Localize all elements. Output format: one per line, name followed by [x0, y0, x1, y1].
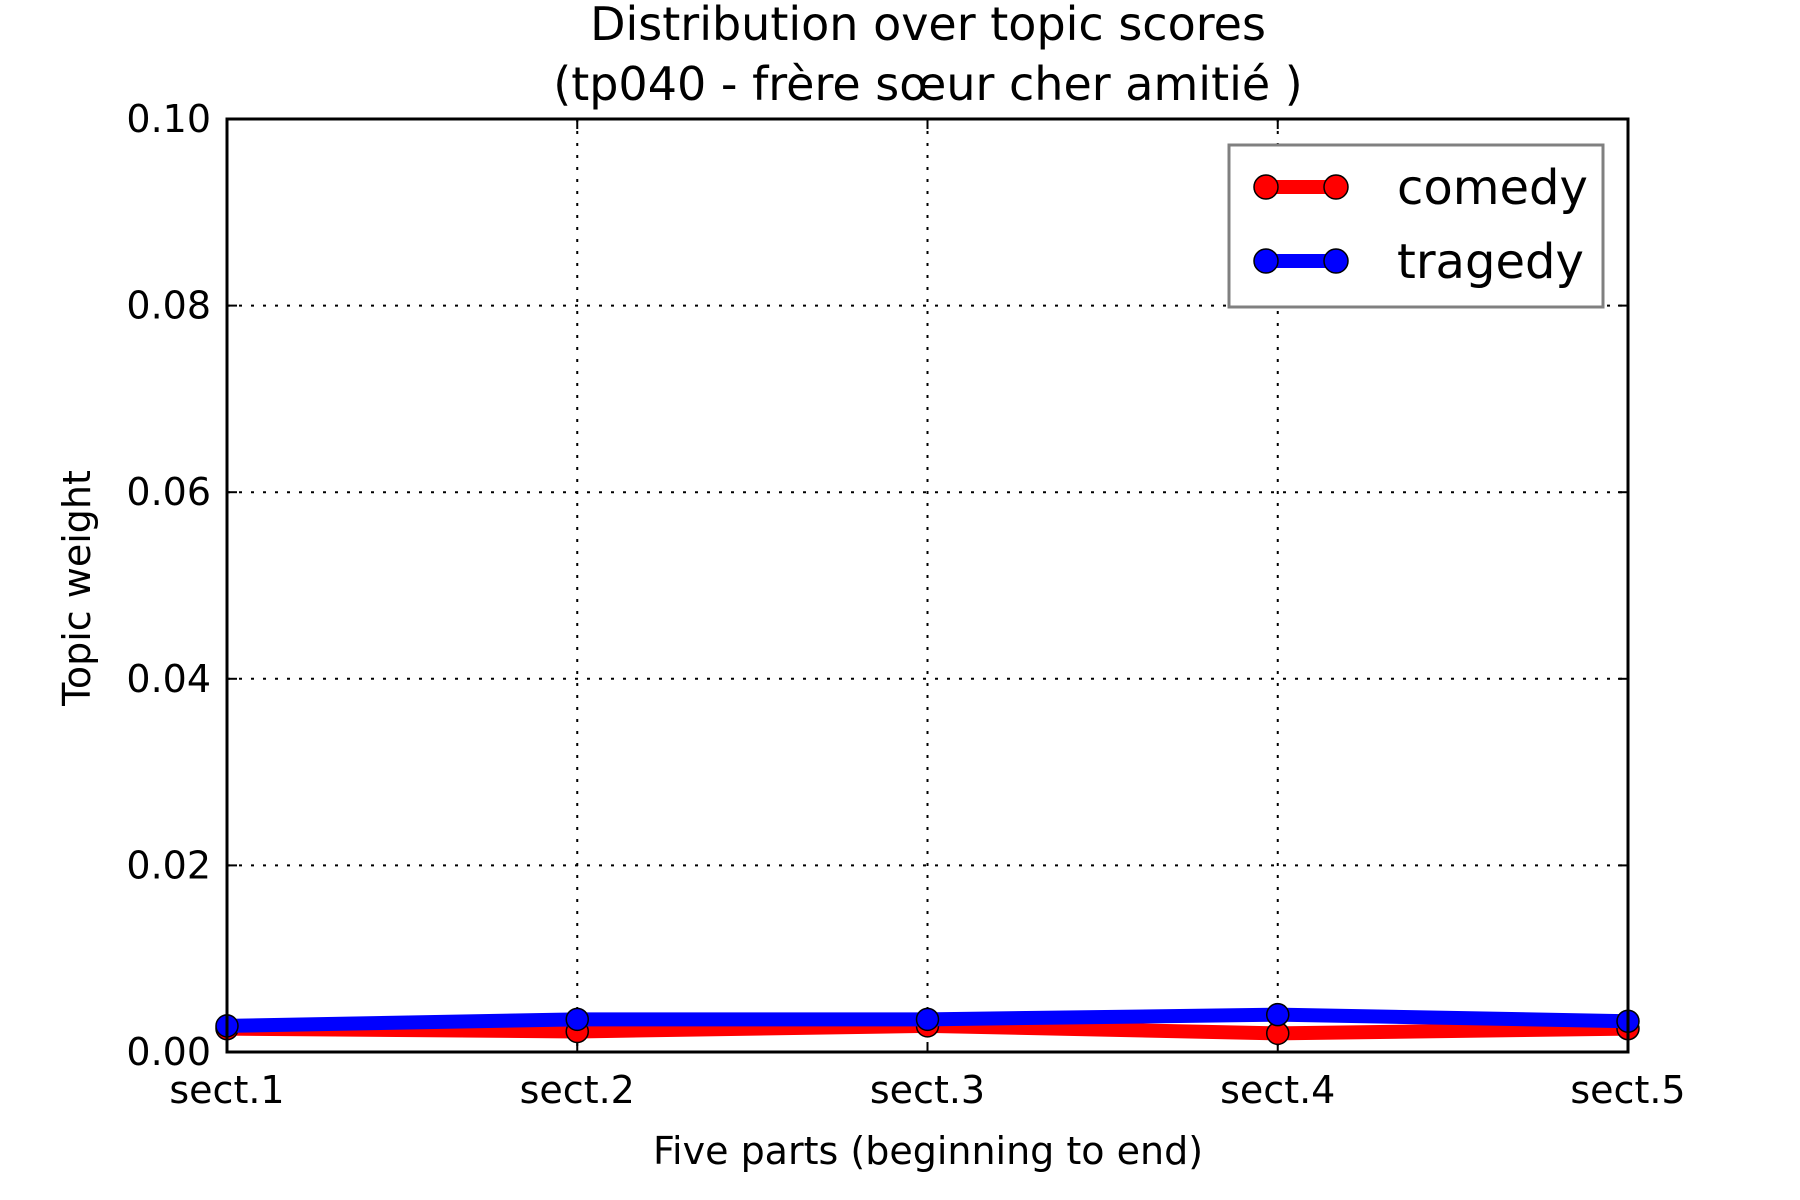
legend-label: tragedy — [1397, 234, 1584, 290]
legend-marker-end — [1323, 174, 1349, 200]
y-tick-label: 0.06 — [126, 470, 211, 514]
x-tick-label: sect.3 — [870, 1068, 985, 1112]
legend-label: comedy — [1397, 160, 1588, 216]
x-axis-label: Five parts (beginning to end) — [653, 1129, 1203, 1173]
legend-marker-start — [1253, 248, 1279, 274]
legend-marker-end — [1323, 248, 1349, 274]
y-tick-label: 0.08 — [126, 284, 211, 328]
y-axis-label: Topic weight — [55, 470, 99, 707]
data-point-tragedy-3 — [915, 1007, 940, 1032]
chart-title-line1: Distribution over topic scores — [590, 0, 1266, 51]
chart-title-line2: (tp040 - frère sœur cher amitié ) — [553, 57, 1303, 111]
x-tick-label: sect.1 — [169, 1068, 284, 1112]
x-tick-label: sect.5 — [1570, 1068, 1685, 1112]
series-lines — [215, 1002, 1640, 1046]
tick-labels: sect.1 sect.2 sect.3 sect.4 sect.5 0.00 0.02 0.… — [126, 97, 1685, 1112]
y-tick-label: 0.04 — [126, 657, 211, 701]
y-tick-label: 0.00 — [126, 1030, 211, 1074]
legend-marker-start — [1253, 174, 1279, 200]
y-tick-label: 0.10 — [126, 97, 211, 141]
legend: comedy tragedy — [1227, 143, 1605, 309]
legend-entry-comedy: comedy — [1253, 160, 1588, 216]
legend-entry-tragedy: tragedy — [1253, 234, 1584, 290]
x-tick-label: sect.4 — [1220, 1068, 1335, 1112]
plot-area-frame — [225, 117, 1630, 1054]
data-point-tragedy-2 — [565, 1007, 589, 1032]
legend-box — [1227, 143, 1605, 309]
series-tragedy — [215, 1002, 1640, 1038]
x-tick-label: sect.2 — [520, 1068, 635, 1112]
y-tick-label: 0.02 — [126, 843, 211, 887]
data-point-tragedy-4 — [1266, 1002, 1290, 1027]
